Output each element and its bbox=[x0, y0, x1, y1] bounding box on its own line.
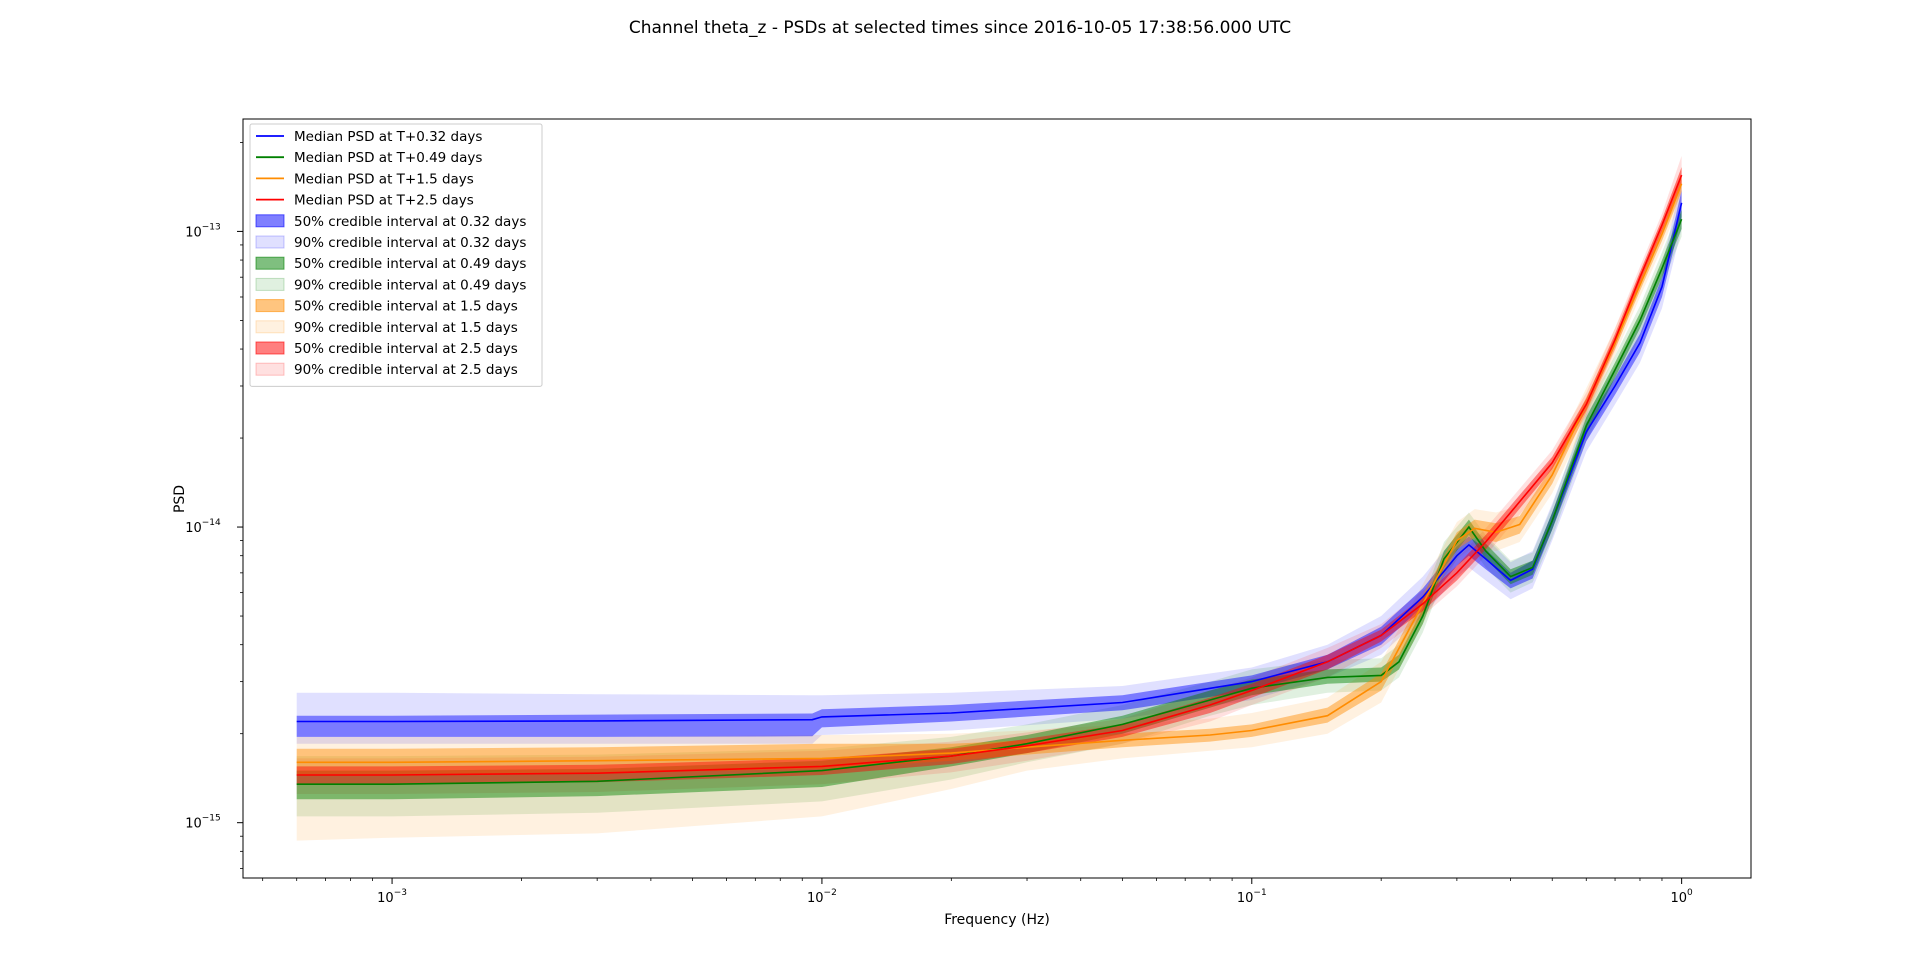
legend-entry-band90-2: 90% credible interval at 1.5 days bbox=[294, 320, 518, 336]
x-tick-label: 10−3 bbox=[377, 888, 407, 906]
legend-band-swatch bbox=[255, 341, 285, 355]
legend: Median PSD at T+0.32 days Median PSD at T… bbox=[249, 123, 543, 387]
axes-frame bbox=[242, 118, 1752, 879]
band90-series-2 bbox=[296, 167, 1682, 841]
plot-area bbox=[296, 155, 1683, 841]
legend-entry-median-1: Median PSD at T+0.49 days bbox=[294, 150, 482, 166]
legend-band-swatch bbox=[255, 277, 285, 291]
x-axis-label: Frequency (Hz) bbox=[944, 912, 1050, 928]
median-line-series-3 bbox=[296, 174, 1683, 776]
x-tick-label: 10−1 bbox=[1237, 888, 1267, 906]
legend-entry-median-0: Median PSD at T+0.32 days bbox=[294, 129, 482, 145]
legend-entry-band90-3: 90% credible interval at 2.5 days bbox=[294, 362, 518, 378]
band90-series-1 bbox=[296, 202, 1682, 817]
median-line-series-0 bbox=[296, 202, 1683, 723]
y-tick-label: 10−14 bbox=[185, 518, 221, 536]
chart-title: Channel theta_z - PSDs at selected times… bbox=[629, 18, 1291, 38]
x-tick-label: 100 bbox=[1670, 888, 1693, 906]
legend-band-swatch bbox=[255, 320, 285, 334]
legend-box bbox=[249, 123, 543, 387]
legend-band-swatch bbox=[255, 235, 285, 249]
legend-entry-band50-2: 50% credible interval at 1.5 days bbox=[294, 299, 518, 315]
legend-entry-median-2: Median PSD at T+1.5 days bbox=[294, 171, 474, 187]
axis-ticks: 10−3 10−2 10−1 100 10−15 10−14 10−13 bbox=[185, 142, 1693, 906]
legend-band-swatch bbox=[255, 256, 285, 270]
legend-entry-band50-3: 50% credible interval at 2.5 days bbox=[294, 341, 518, 357]
legend-band-swatch bbox=[255, 299, 285, 313]
y-axis-label: PSD bbox=[172, 485, 188, 513]
legend-entry-band50-1: 50% credible interval at 0.49 days bbox=[294, 256, 526, 272]
y-tick-label: 10−13 bbox=[185, 222, 221, 240]
y-tick-label: 10−15 bbox=[185, 814, 221, 832]
legend-entry-band90-1: 90% credible interval at 0.49 days bbox=[294, 277, 526, 293]
x-tick-label: 10−2 bbox=[807, 888, 837, 906]
legend-entry-band50-0: 50% credible interval at 0.32 days bbox=[294, 214, 526, 230]
legend-entry-median-3: Median PSD at T+2.5 days bbox=[294, 193, 474, 209]
legend-band-swatch bbox=[255, 362, 285, 376]
legend-entry-band90-0: 90% credible interval at 0.32 days bbox=[294, 235, 526, 251]
legend-band-swatch bbox=[255, 214, 285, 228]
